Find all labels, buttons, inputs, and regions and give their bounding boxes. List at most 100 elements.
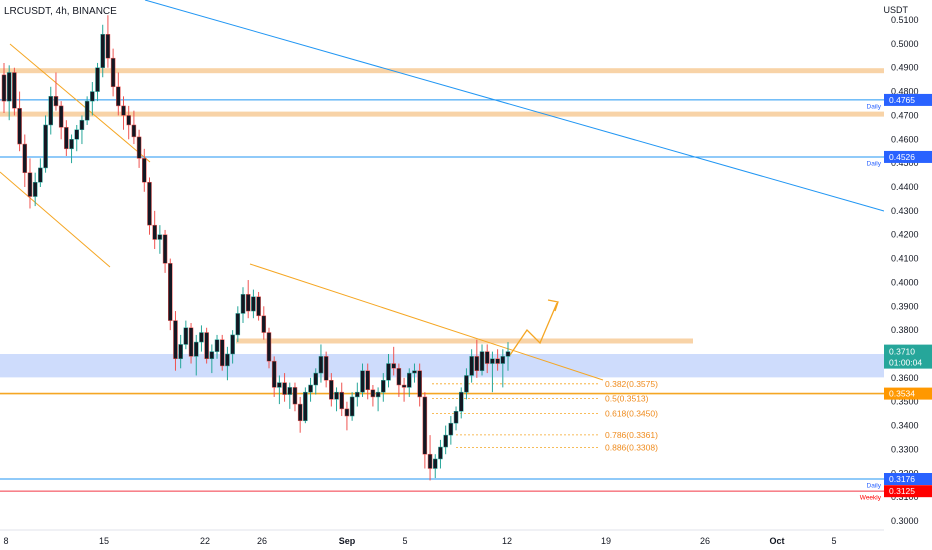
symbol-info[interactable]: LRCUSDT, 4h, BINANCE bbox=[4, 6, 117, 17]
candle-body bbox=[230, 334, 235, 355]
price-axis-panel bbox=[884, 0, 932, 550]
candle bbox=[43, 115, 48, 173]
candle-body bbox=[479, 351, 485, 371]
candle bbox=[500, 349, 506, 388]
price-tag: 0.4526 Daily bbox=[867, 150, 932, 167]
candle-body bbox=[505, 351, 511, 357]
candle bbox=[261, 306, 267, 340]
candle bbox=[48, 86, 54, 135]
candle-body bbox=[292, 387, 298, 405]
candle-body bbox=[121, 105, 126, 116]
candle bbox=[490, 351, 495, 393]
time-tick-label: 8 bbox=[3, 536, 8, 546]
price-tick-label: 0.3400 bbox=[891, 421, 919, 431]
projection-arrow-head bbox=[547, 299, 559, 312]
candle bbox=[178, 334, 183, 369]
candle bbox=[183, 320, 189, 350]
candle bbox=[417, 363, 422, 407]
price-tick-label: 0.4400 bbox=[891, 182, 919, 192]
candle-body bbox=[329, 379, 334, 400]
candle bbox=[505, 342, 511, 371]
candle bbox=[168, 258, 173, 331]
candle-body bbox=[344, 408, 350, 417]
candle bbox=[256, 291, 261, 321]
candle-body bbox=[490, 358, 495, 364]
time-tick-label: 5 bbox=[402, 536, 407, 546]
zone-4[interactable] bbox=[0, 353, 884, 378]
candle-body bbox=[183, 327, 189, 345]
channel-lower-line[interactable] bbox=[0, 171, 111, 268]
candle bbox=[407, 368, 412, 397]
candle bbox=[360, 363, 365, 397]
price-tick-label: 0.3500 bbox=[891, 397, 919, 407]
candle-body bbox=[469, 356, 474, 376]
time-axis[interactable]: 8 15 22 26 Sep 5 12 19 26 Oct 5 bbox=[0, 529, 884, 546]
candle-body bbox=[152, 224, 157, 240]
candle bbox=[162, 229, 168, 273]
price-tag: 0.3534 bbox=[884, 387, 932, 400]
candle bbox=[344, 401, 350, 431]
candle bbox=[142, 148, 147, 192]
zones-layer bbox=[0, 68, 884, 378]
candle-body bbox=[209, 351, 215, 360]
candle-body bbox=[355, 391, 360, 398]
price-tick-label: 0.5100 bbox=[891, 15, 919, 25]
candle-body bbox=[162, 234, 168, 264]
candle-body bbox=[495, 358, 500, 364]
price-tick-label: 0.3800 bbox=[891, 325, 919, 335]
candle bbox=[17, 91, 22, 152]
projection-arrow[interactable] bbox=[509, 302, 558, 356]
candle bbox=[458, 387, 464, 419]
candle-body bbox=[375, 391, 381, 398]
price-tick-label: 0.4300 bbox=[891, 206, 919, 216]
candle bbox=[100, 24, 105, 78]
price-tag: 0.3176 Daily bbox=[867, 473, 932, 490]
price-tag: 0.4765 Daily bbox=[867, 93, 932, 110]
candle-body bbox=[64, 127, 69, 150]
candle bbox=[105, 15, 111, 68]
time-tick-label: 26 bbox=[257, 536, 267, 546]
candle bbox=[282, 373, 287, 402]
candle bbox=[157, 225, 163, 254]
zone-1[interactable] bbox=[0, 68, 884, 74]
candle bbox=[297, 396, 303, 433]
price-axis[interactable]: 0.5100 0.5000 0.4900 0.4800 0.4700 0.4600 0.45… bbox=[884, 0, 932, 550]
descending-trendline[interactable] bbox=[144, 0, 885, 212]
candle bbox=[22, 134, 28, 187]
candle-body bbox=[142, 158, 147, 183]
fibonacci-retracement[interactable]: 0.382(0.3575) 0.5(0.3513) 0.618(0.3450) 0.7… bbox=[432, 379, 658, 453]
price-tag-box bbox=[884, 150, 932, 163]
zone-3[interactable] bbox=[236, 338, 693, 344]
candle-body bbox=[323, 356, 329, 381]
candle bbox=[433, 454, 438, 479]
candle-body bbox=[391, 363, 396, 369]
candles-layer bbox=[1, 15, 511, 481]
candle-body bbox=[199, 332, 204, 343]
candle-body bbox=[458, 391, 464, 412]
price-tick-label: 0.4500 bbox=[891, 158, 919, 168]
zone-2[interactable] bbox=[0, 111, 884, 117]
countdown-label: 01:00:04 bbox=[889, 358, 922, 368]
candle bbox=[412, 363, 417, 383]
candle-body bbox=[225, 353, 230, 367]
candle-body bbox=[308, 384, 313, 393]
candle bbox=[355, 382, 360, 407]
candle bbox=[308, 377, 313, 402]
candle-body bbox=[90, 91, 95, 102]
time-tick-label: 26 bbox=[700, 536, 710, 546]
candle-body bbox=[464, 375, 469, 393]
wedge-resistance-line[interactable] bbox=[249, 263, 604, 381]
price-tag-label: 0.3534 bbox=[889, 389, 915, 399]
candle-body bbox=[417, 370, 422, 398]
candle bbox=[64, 120, 69, 156]
price-tag-label: 0.4526 bbox=[889, 152, 915, 162]
candle-body bbox=[303, 391, 308, 422]
level-note: Weekly bbox=[860, 495, 882, 502]
channel-upper-line[interactable] bbox=[9, 43, 151, 163]
candle-body bbox=[443, 434, 448, 448]
currency-label[interactable]: USDT bbox=[883, 5, 909, 15]
